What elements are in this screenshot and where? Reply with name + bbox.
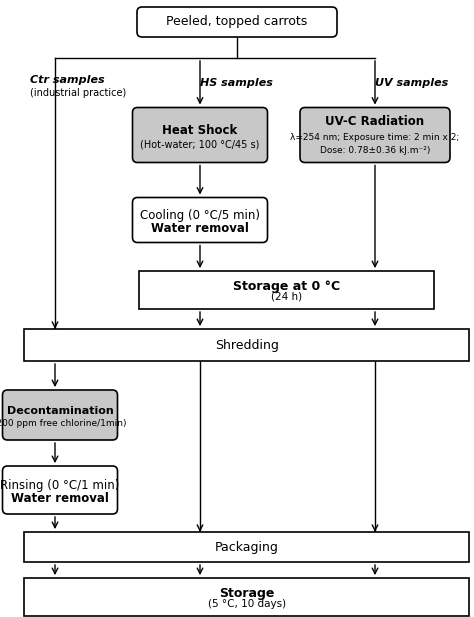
Text: (industrial practice): (industrial practice) bbox=[30, 88, 126, 98]
FancyBboxPatch shape bbox=[300, 107, 450, 162]
Bar bbox=[25, 532, 470, 562]
Text: (5 °C, 10 days): (5 °C, 10 days) bbox=[208, 599, 286, 609]
FancyBboxPatch shape bbox=[133, 197, 267, 242]
FancyBboxPatch shape bbox=[137, 7, 337, 37]
Bar bbox=[25, 329, 470, 361]
Bar bbox=[25, 578, 470, 616]
Text: Water removal: Water removal bbox=[151, 222, 249, 234]
Bar bbox=[139, 271, 435, 309]
FancyBboxPatch shape bbox=[2, 466, 118, 514]
Text: UV-C Radiation: UV-C Radiation bbox=[326, 115, 425, 128]
Text: Water removal: Water removal bbox=[11, 492, 109, 505]
Text: Peeled, topped carrots: Peeled, topped carrots bbox=[166, 15, 308, 28]
Text: (Hot-water; 100 °C/45 s): (Hot-water; 100 °C/45 s) bbox=[140, 140, 260, 150]
Text: HS samples: HS samples bbox=[200, 78, 273, 88]
Text: (24 h): (24 h) bbox=[272, 292, 302, 302]
Text: Heat Shock: Heat Shock bbox=[163, 123, 237, 136]
Text: Packaging: Packaging bbox=[215, 540, 279, 553]
Text: Cooling (0 °C/5 min): Cooling (0 °C/5 min) bbox=[140, 209, 260, 223]
Text: λ=254 nm; Exposure time: 2 min x 2;: λ=254 nm; Exposure time: 2 min x 2; bbox=[291, 133, 460, 143]
Text: (200 ppm free chlorine/1min): (200 ppm free chlorine/1min) bbox=[0, 420, 127, 428]
Text: Shredding: Shredding bbox=[215, 339, 279, 352]
Text: Decontamination: Decontamination bbox=[7, 405, 113, 415]
Text: Rinsing (0 °C/1 min): Rinsing (0 °C/1 min) bbox=[0, 479, 120, 492]
Text: UV samples: UV samples bbox=[375, 78, 448, 88]
Text: Storage: Storage bbox=[219, 587, 275, 600]
Text: Ctr samples: Ctr samples bbox=[30, 75, 105, 85]
Text: Dose: 0.78±0.36 kJ.m⁻²): Dose: 0.78±0.36 kJ.m⁻²) bbox=[320, 146, 430, 155]
FancyBboxPatch shape bbox=[2, 390, 118, 440]
Text: Storage at 0 °C: Storage at 0 °C bbox=[233, 280, 340, 293]
FancyBboxPatch shape bbox=[133, 107, 267, 162]
